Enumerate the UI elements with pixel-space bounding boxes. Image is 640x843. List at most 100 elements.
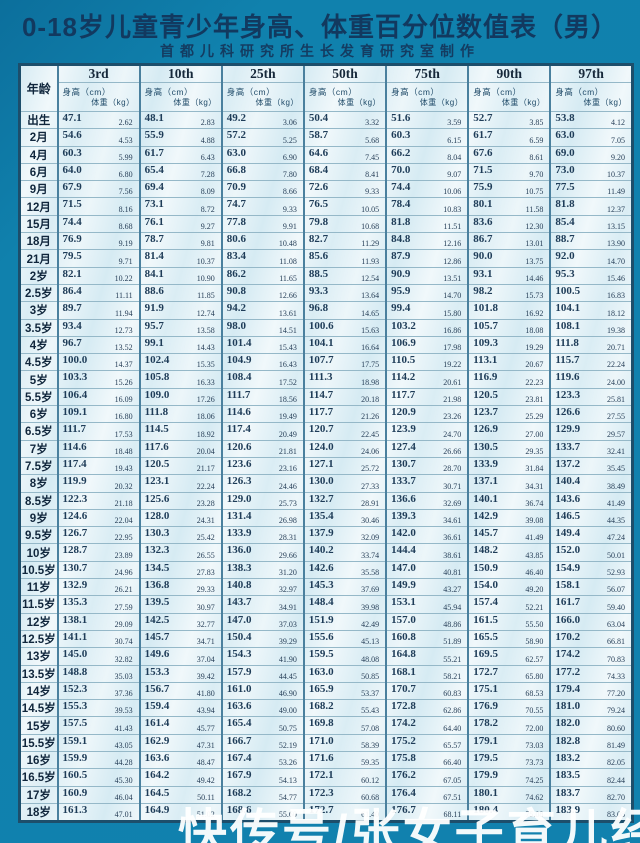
weight-value: 23.81 (525, 395, 544, 405)
height-value: 176.2 (391, 769, 416, 782)
percentile-cell: 161.0 46.90 (220, 681, 305, 701)
height-value: 98.2 (473, 284, 493, 297)
height-value: 84.8 (391, 233, 411, 246)
weight-value: 15.35 (196, 360, 215, 370)
height-value: 109.0 (144, 388, 170, 401)
weight-value: 38.49 (607, 481, 625, 491)
percentile-cell: 76.9 9.19 (56, 232, 141, 251)
percentile-cell: 154.3 41.90 (220, 647, 305, 666)
height-value: 153.3 (144, 665, 170, 678)
height-value: 163.0 (308, 665, 334, 678)
percentile-cell: 162.9 47.31 (138, 733, 223, 752)
age-label: 6岁 (18, 405, 59, 424)
weight-value: 16.83 (607, 291, 625, 301)
weight-value: 8.04 (447, 152, 462, 162)
height-value: 130.5 (473, 440, 498, 453)
percentile-cell: 123.7 25.29 (467, 405, 552, 424)
weight-value: 43.85 (525, 550, 544, 560)
weight-value: 34.61 (443, 516, 462, 526)
percentile-cell: 175.8 66.40 (385, 750, 470, 770)
weight-value: 27.59 (114, 602, 133, 612)
height-value: 114.7 (308, 388, 334, 401)
weight-value: 46.40 (525, 568, 544, 578)
age-label: 8岁 (18, 474, 59, 493)
weight-value: 5.25 (282, 135, 297, 145)
height-value: 90.9 (391, 267, 411, 280)
height-value: 164.8 (391, 648, 416, 661)
percentile-cell: 65.4 7.28 (138, 162, 223, 182)
weight-value: 20.32 (114, 481, 133, 491)
percentile-cell: 90.8 12.66 (220, 283, 305, 303)
table-row: 12月 71.5 8.16 73.1 8.72 74.7 9.33 76.5 10.05 78.4… (18, 197, 634, 216)
height-value: 157.0 (391, 613, 416, 626)
height-value: 164.5 (144, 786, 170, 799)
percentile-cell: 120.6 21.81 (220, 439, 305, 458)
weight-value: 16.09 (114, 395, 133, 405)
weight-value: 70.55 (525, 706, 544, 716)
height-value: 106.9 (391, 336, 416, 349)
weight-value: 9.27 (200, 222, 215, 232)
percentile-cell: 181.0 79.24 (549, 699, 634, 718)
height-value: 73.1 (144, 198, 164, 211)
age-label: 5.5岁 (18, 387, 59, 407)
percentile-cell: 109.3 19.29 (467, 335, 552, 355)
weight-value: 68.53 (525, 689, 544, 699)
height-value: 145.7 (144, 630, 170, 643)
percentile-cell: 159.5 48.08 (302, 647, 388, 666)
height-value: 130.3 (144, 527, 170, 540)
weight-value: 46.04 (114, 792, 133, 802)
weight-value: 49.20 (525, 585, 544, 595)
weight-value: 24.06 (361, 446, 380, 456)
height-value: 92.0 (555, 250, 575, 263)
weight-value: 12.16 (443, 239, 462, 249)
height-value: 77.5 (555, 181, 575, 194)
height-value: 114.5 (144, 423, 169, 436)
percentile-cell: 123.1 22.24 (138, 474, 223, 493)
height-value: 170.2 (555, 630, 581, 643)
weight-value: 17.98 (443, 343, 462, 353)
weight-value: 41.49 (525, 533, 544, 543)
percentile-cell: 174.2 64.40 (385, 716, 470, 735)
weight-value: 29.57 (607, 429, 625, 439)
height-value: 82.1 (62, 267, 82, 280)
percentile-cell: 104.9 16.43 (220, 353, 305, 372)
percentile-cell: 138.3 31.20 (220, 560, 305, 580)
height-value: 126.6 (555, 406, 581, 419)
height-value: 73.0 (555, 163, 575, 176)
percentile-cell: 142.9 39.08 (467, 508, 552, 528)
percentile-cell: 111.7 17.53 (56, 422, 141, 441)
percentile-cell: 176.4 67.51 (385, 785, 470, 804)
watermark: 快传号/张女子育儿经 (178, 806, 640, 843)
height-value: 47.1 (62, 112, 82, 124)
height-value: 79.8 (308, 215, 329, 228)
height-value: 129.9 (555, 423, 581, 436)
percentile-cell: 130.5 29.35 (467, 439, 552, 458)
percentile-cell: 116.9 22.23 (467, 370, 552, 389)
weight-value: 48.47 (196, 758, 215, 768)
height-value: 61.7 (144, 146, 164, 159)
age-label: 9月 (18, 180, 59, 199)
table-row: 4岁 96.7 13.52 99.1 14.43 101.4 15.43 104.1 16.64… (18, 335, 634, 355)
percentile-cell: 128.0 24.31 (138, 508, 223, 528)
height-value: 106.4 (62, 388, 88, 401)
weight-value: 74.33 (607, 671, 625, 681)
table-row: 13.5岁 148.8 35.03 153.3 39.42 157.9 44.45 163.0… (18, 664, 634, 683)
height-value: 165.9 (308, 682, 334, 695)
percentile-cell: 130.3 25.42 (138, 526, 223, 545)
weight-value: 12.66 (278, 291, 297, 301)
height-value: 140.1 (473, 492, 498, 505)
percentile-cell: 172.8 62.86 (385, 699, 470, 718)
height-value: 120.5 (144, 457, 170, 470)
percentile-cell: 179.1 73.03 (467, 733, 552, 752)
table-row: 18岁 161.3 47.01 164.9 51.02 168.6 55.60 172.7 61… (18, 802, 634, 822)
percentile-cell: 169.5 62.57 (467, 647, 552, 666)
weight-value: 47.24 (607, 533, 625, 543)
weight-value: 79.24 (607, 706, 625, 716)
percentile-cell: 164.5 50.11 (138, 785, 223, 804)
percentile-cell: 52.7 3.85 (467, 110, 552, 130)
table-row: 21月 79.5 9.71 81.4 10.37 83.4 11.08 85.6 11.93 87… (18, 249, 634, 268)
table-row: 3岁 89.7 11.94 91.9 12.74 94.2 13.61 96.8 14.65 99… (18, 301, 634, 320)
age-label: 2岁 (18, 266, 59, 285)
percentile-cell: 156.7 41.80 (138, 681, 223, 701)
weight-value: 20.18 (361, 395, 380, 405)
